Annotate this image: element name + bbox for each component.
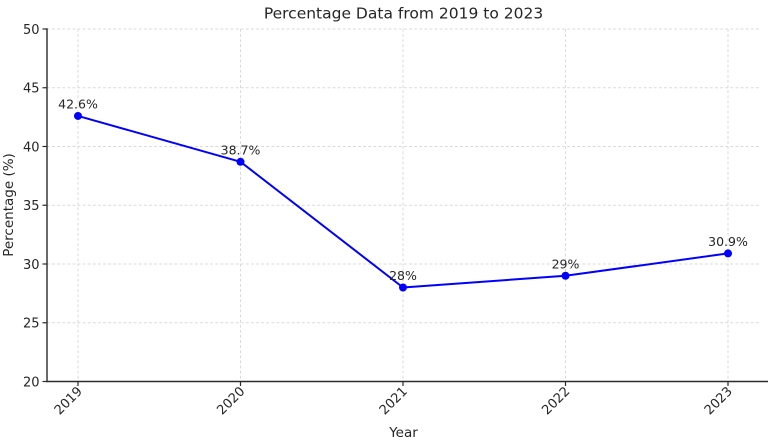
data-point-label: 42.6% [58,96,98,111]
data-point-label: 29% [552,256,580,271]
tick-marks [42,28,729,386]
x-tick-label: 2023 [702,384,736,418]
y-tick-label: 20 [23,375,40,390]
y-tick-label: 25 [23,317,40,332]
data-point-labels: 42.6% 38.7% 28% 29% 30.9% [58,96,748,283]
x-tick-label: 2022 [539,384,573,418]
data-series [74,111,732,292]
y-tick-labels: 20 25 30 35 40 45 50 [23,23,40,390]
x-tick-label: 2020 [214,384,248,418]
y-tick-label: 35 [23,199,40,214]
x-tick-label: 2021 [377,384,411,418]
y-tick-label: 50 [23,23,40,38]
y-tick-label: 40 [23,140,40,155]
y-tick-label: 30 [23,258,40,273]
data-point-marker [399,283,407,292]
chart-title: Percentage Data from 2019 to 2023 [264,5,543,23]
gridlines [47,28,761,382]
data-point-label: 38.7% [221,142,261,157]
data-point-label: 28% [389,268,417,283]
x-tick-label: 2019 [52,384,86,418]
data-point-marker [74,111,82,120]
data-point-label: 30.9% [708,234,748,249]
data-point-marker [236,157,245,166]
data-point-marker [561,271,570,280]
x-tick-labels: 2019 2020 2021 2022 2023 [52,384,736,418]
x-axis-label: Year [388,425,418,441]
y-tick-label: 45 [23,82,40,97]
data-point-marker [724,249,732,258]
y-axis-label: Percentage (%) [1,153,17,257]
